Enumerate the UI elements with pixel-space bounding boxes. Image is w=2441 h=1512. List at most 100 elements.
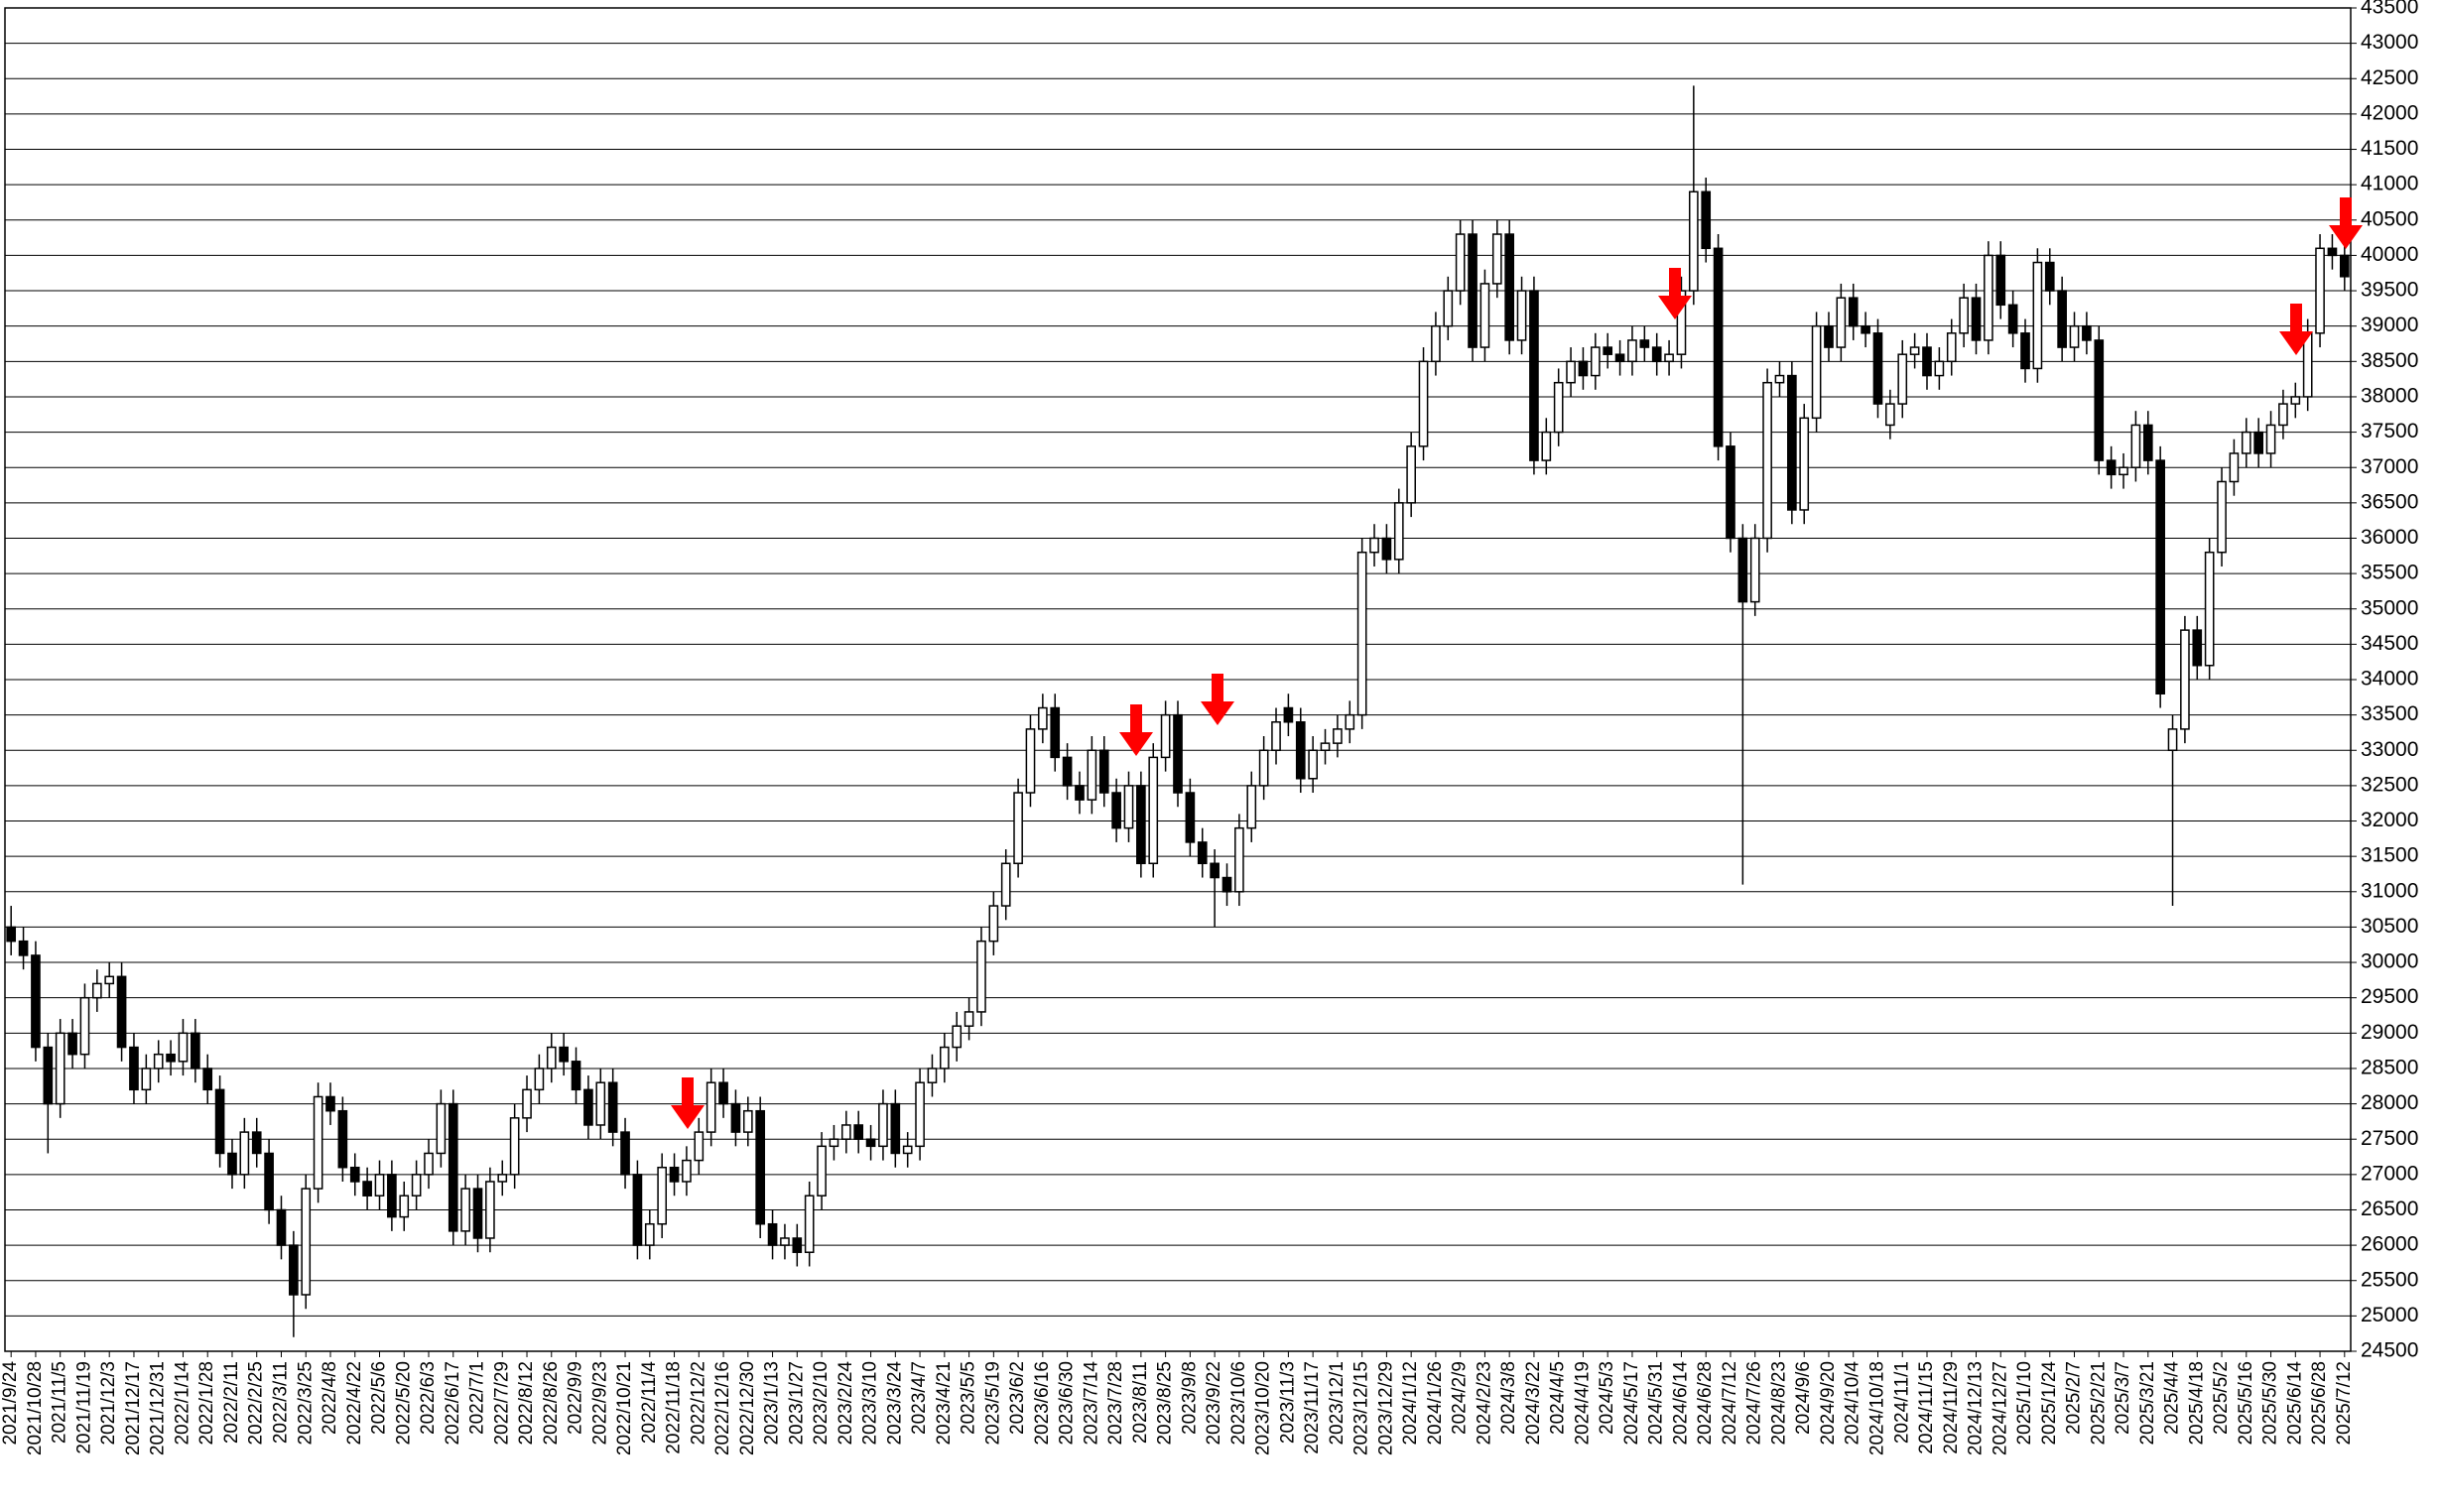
candle-body bbox=[1737, 537, 1748, 603]
candle-body bbox=[1356, 551, 1367, 716]
x-tick-label: 2024/5/3 bbox=[1597, 1361, 1617, 1435]
candle-body bbox=[718, 1081, 728, 1105]
candle-body bbox=[31, 954, 41, 1049]
x-tick-label: 2022/9/23 bbox=[589, 1361, 610, 1446]
y-tick-label: 29000 bbox=[2361, 1021, 2418, 1044]
x-tick-label: 2025/2/7 bbox=[2064, 1361, 2085, 1435]
candle-body bbox=[1283, 706, 1294, 723]
candle-body bbox=[1639, 339, 1650, 348]
candle-body bbox=[349, 1166, 360, 1183]
candle-body bbox=[657, 1166, 668, 1225]
candle-body bbox=[644, 1222, 655, 1246]
x-tick-label: 2021/11/5 bbox=[50, 1361, 70, 1444]
candle-body bbox=[251, 1131, 262, 1155]
candle-body bbox=[2192, 629, 2203, 667]
candle-body bbox=[313, 1095, 323, 1190]
candle-body bbox=[1553, 381, 1564, 434]
candle-body bbox=[214, 1088, 225, 1155]
x-tick-label: 2022/12/2 bbox=[688, 1361, 708, 1446]
candle-body bbox=[1062, 756, 1073, 787]
candle-body bbox=[2094, 339, 2105, 461]
y-tick-label: 31500 bbox=[2361, 844, 2418, 867]
candle-body bbox=[1529, 290, 1539, 461]
candle-body bbox=[1136, 785, 1146, 865]
x-tick-label: 2025/4/4 bbox=[2162, 1361, 2183, 1435]
candle-body bbox=[1148, 756, 1159, 865]
x-tick-label: 2025/1/10 bbox=[2014, 1361, 2035, 1446]
candle-body bbox=[1075, 785, 1085, 801]
candle-body bbox=[2180, 629, 2190, 730]
candle-body bbox=[1578, 360, 1589, 377]
candle-body bbox=[1468, 233, 1477, 348]
x-tick-label: 2023/9/22 bbox=[1204, 1361, 1224, 1446]
candle-body bbox=[1946, 332, 1957, 363]
candle-body bbox=[940, 1046, 950, 1070]
candle-body bbox=[509, 1117, 520, 1176]
candle-body bbox=[1516, 290, 1527, 341]
y-tick-label: 32500 bbox=[2361, 773, 2418, 796]
x-tick-label: 2023/4/7 bbox=[909, 1361, 930, 1435]
y-tick-label: 30000 bbox=[2361, 950, 2418, 973]
y-tick-label: 26000 bbox=[2361, 1233, 2418, 1256]
candle-body bbox=[1688, 190, 1699, 292]
x-tick-label: 2023/8/11 bbox=[1130, 1361, 1151, 1444]
x-tick-label: 2022/7/1 bbox=[467, 1361, 488, 1435]
x-tick-label: 2024/4/5 bbox=[1548, 1361, 1569, 1435]
candle-body bbox=[2020, 332, 2030, 370]
x-tick-label: 2025/2/21 bbox=[2088, 1361, 2109, 1446]
candle-body bbox=[2327, 247, 2338, 257]
candle-body bbox=[1590, 346, 1601, 377]
candle-body bbox=[1393, 502, 1404, 561]
candle-body bbox=[191, 1032, 200, 1070]
candle-body bbox=[1050, 706, 1061, 759]
candle-body bbox=[902, 1145, 913, 1155]
candle-body bbox=[607, 1081, 618, 1133]
x-tick-label: 2023/9/8 bbox=[1179, 1361, 1200, 1435]
y-tick-label: 33000 bbox=[2361, 738, 2418, 761]
candle-body bbox=[755, 1109, 766, 1225]
y-tick-label: 42500 bbox=[2361, 66, 2418, 89]
candles bbox=[6, 85, 2350, 1337]
x-tick-label: 2022/8/12 bbox=[516, 1361, 537, 1446]
y-tick-label: 29500 bbox=[2361, 985, 2418, 1008]
candle-body bbox=[2069, 324, 2080, 348]
candle-body bbox=[2265, 424, 2276, 454]
candle-body bbox=[964, 1011, 974, 1027]
x-tick-label: 2022/1/14 bbox=[172, 1361, 193, 1446]
candle-body bbox=[1897, 353, 1908, 405]
x-tick-label: 2021/9/24 bbox=[0, 1361, 21, 1446]
signal-arrow bbox=[2329, 197, 2363, 249]
candle-body bbox=[878, 1102, 888, 1148]
y-tick-label: 38500 bbox=[2361, 349, 2418, 372]
candle-body bbox=[1824, 324, 1834, 348]
candle-body bbox=[2217, 480, 2227, 554]
signal-arrow bbox=[671, 1077, 705, 1129]
candle-body bbox=[362, 1181, 372, 1197]
signal-arrow bbox=[1658, 268, 1692, 319]
x-tick-label: 2023/7/14 bbox=[1081, 1361, 1101, 1446]
x-tick-label: 2023/3/10 bbox=[860, 1361, 881, 1446]
y-tick-label: 43000 bbox=[2361, 31, 2418, 54]
candle-body bbox=[632, 1174, 643, 1246]
x-tick-label: 2024/10/18 bbox=[1867, 1361, 1888, 1455]
candle-body bbox=[1922, 346, 1932, 377]
candle-body bbox=[91, 982, 102, 999]
candle-body bbox=[301, 1188, 312, 1296]
x-tick-label: 2022/8/26 bbox=[541, 1361, 562, 1446]
candle-body bbox=[890, 1102, 901, 1155]
candle-body bbox=[1455, 233, 1466, 292]
candle-body bbox=[67, 1032, 77, 1056]
candle-body bbox=[1431, 324, 1441, 363]
y-tick-label: 27500 bbox=[2361, 1127, 2418, 1150]
x-tick-label: 2022/5/6 bbox=[369, 1361, 390, 1435]
y-tick-label: 36000 bbox=[2361, 526, 2418, 549]
candle-body bbox=[153, 1053, 164, 1070]
candle-body bbox=[1271, 721, 1281, 752]
x-tick-label: 2025/3/21 bbox=[2137, 1361, 2158, 1446]
candle-body bbox=[1603, 346, 1613, 355]
candle-body bbox=[2082, 324, 2092, 341]
candle-body bbox=[1787, 374, 1797, 511]
x-tick-label: 2022/2/11 bbox=[221, 1361, 242, 1444]
candle-body bbox=[1013, 792, 1023, 865]
candle-body bbox=[829, 1138, 839, 1148]
